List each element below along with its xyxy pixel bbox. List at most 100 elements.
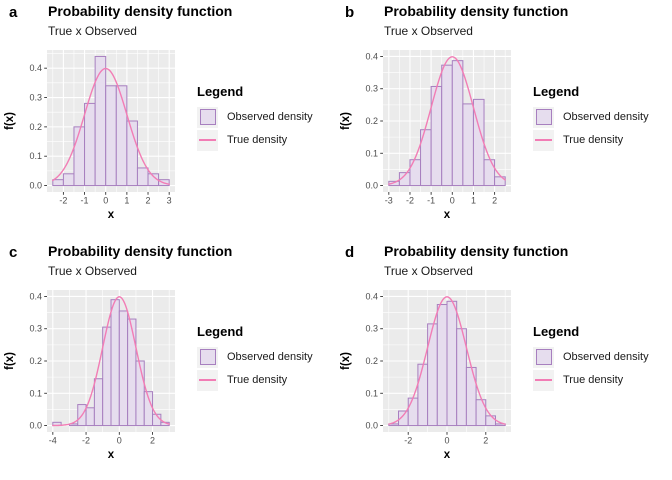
histogram-bar [494, 176, 506, 187]
histogram-bar [417, 363, 429, 427]
histogram-bar [436, 304, 448, 427]
histogram-swatch [535, 349, 552, 365]
legend: Legend Observed density True density [533, 324, 649, 392]
svg-text:0.0: 0.0 [29, 421, 42, 431]
legend-item-observed-density: Observed density [533, 346, 649, 368]
svg-text:-2: -2 [404, 436, 412, 446]
legend-title: Legend [197, 324, 244, 339]
chart-svg: -2 0 2 0.0 0.1 0.2 0.3 0.4 x f(x) [340, 290, 511, 461]
title-block: Probability density function True x Obse… [48, 2, 232, 38]
observed-density-swatch-icon [533, 346, 554, 368]
svg-text:0.1: 0.1 [29, 388, 42, 398]
histogram-bar [73, 126, 86, 187]
svg-text:0.3: 0.3 [29, 93, 42, 103]
x-axis-title: x [108, 449, 115, 461]
svg-text:-4: -4 [49, 436, 57, 446]
true-density-line-icon [197, 129, 218, 151]
panel-a: a Probability density function True x Ob… [0, 0, 336, 240]
line-swatch [535, 139, 552, 141]
histogram-bar [446, 300, 458, 427]
x-axis-title: x [444, 209, 451, 221]
density-curve [52, 296, 170, 427]
chart-title: Probability density function [48, 3, 233, 19]
axis-ticks [44, 296, 154, 435]
title-block: Probability density function True x Obse… [384, 242, 568, 278]
histogram-bar [135, 360, 145, 427]
line-swatch [199, 379, 216, 381]
svg-text:-2: -2 [59, 196, 67, 206]
histogram-bar [110, 299, 120, 427]
panel-c: c Probability density function True x Ob… [0, 240, 336, 480]
histogram-bar [127, 318, 137, 427]
chart-subtitle: True x Observed [48, 24, 137, 38]
svg-text:0.3: 0.3 [365, 84, 378, 94]
chart-title: Probability density function [384, 3, 569, 19]
x-axis-labels: -2 0 2 [404, 436, 488, 446]
svg-text:0.3: 0.3 [29, 324, 42, 334]
density-curve [52, 67, 170, 185]
panel-tag-a: a [9, 4, 18, 21]
chart-title: Probability density function [48, 243, 233, 259]
chart-plot-d: -2 0 2 0.0 0.1 0.2 0.3 0.4 x f(x) [336, 284, 546, 469]
observed-density-swatch-icon [197, 106, 218, 128]
panel-tag-b: b [345, 4, 355, 21]
axis-ticks [380, 296, 487, 435]
svg-text:0.4: 0.4 [29, 63, 42, 73]
x-axis-title: x [444, 449, 451, 461]
legend-label: True density [563, 134, 624, 146]
svg-text:2: 2 [150, 436, 155, 446]
axis-ticks [380, 56, 496, 195]
svg-text:0.2: 0.2 [365, 116, 378, 126]
svg-text:0: 0 [450, 196, 455, 206]
line-swatch [199, 139, 216, 141]
svg-text:0.4: 0.4 [365, 291, 378, 301]
legend-title: Legend [533, 84, 580, 99]
svg-text:0.1: 0.1 [365, 148, 378, 158]
histogram-swatch [199, 109, 216, 125]
line-swatch [535, 379, 552, 381]
svg-text:0.4: 0.4 [29, 291, 42, 301]
histogram-bar [462, 103, 474, 187]
legend-item-true-density: True density [197, 129, 313, 151]
histogram-bar [94, 55, 107, 187]
legend-title: Legend [197, 84, 244, 99]
histogram-bar [475, 399, 487, 427]
legend-title: Legend [533, 324, 580, 339]
title-block: Probability density function True x Obse… [384, 2, 568, 38]
legend-label: True density [227, 134, 288, 146]
svg-text:0.1: 0.1 [29, 151, 42, 161]
histogram-bar [441, 64, 453, 187]
histogram-bars [52, 55, 170, 187]
chart-subtitle: True x Observed [48, 264, 137, 278]
histogram-bar [409, 159, 422, 187]
svg-text:0: 0 [444, 436, 449, 446]
svg-text:0.0: 0.0 [365, 181, 378, 191]
histogram-bar [85, 407, 95, 427]
panel-b: b Probability density function True x Ob… [336, 0, 672, 240]
legend-label: Observed density [227, 351, 313, 363]
axis-ticks [44, 67, 170, 195]
legend-item-observed-density: Observed density [533, 106, 649, 128]
svg-text:2: 2 [483, 436, 488, 446]
legend-item-observed-density: Observed density [197, 346, 313, 368]
histogram-bar [118, 310, 129, 427]
svg-text:0.0: 0.0 [29, 181, 42, 191]
histogram-bar [485, 415, 496, 427]
legend: Legend Observed density True density [533, 84, 649, 152]
legend-label: True density [227, 374, 288, 386]
histogram-swatch [535, 109, 552, 125]
legend-item-observed-density: Observed density [197, 106, 313, 128]
true-density-line-icon [533, 369, 554, 391]
legend-label: Observed density [563, 351, 649, 363]
chart-subtitle: True x Observed [384, 264, 473, 278]
x-axis-labels: -4 -2 0 2 [49, 436, 155, 446]
legend-label: Observed density [563, 111, 649, 123]
y-axis-labels: 0.0 0.1 0.2 0.3 0.4 [29, 63, 42, 190]
x-axis-title: x [108, 209, 115, 221]
svg-text:1: 1 [124, 196, 129, 206]
histogram-swatch [199, 349, 216, 365]
chart-title: Probability density function [384, 243, 569, 259]
density-curve [388, 56, 506, 185]
svg-text:0.2: 0.2 [29, 122, 42, 132]
